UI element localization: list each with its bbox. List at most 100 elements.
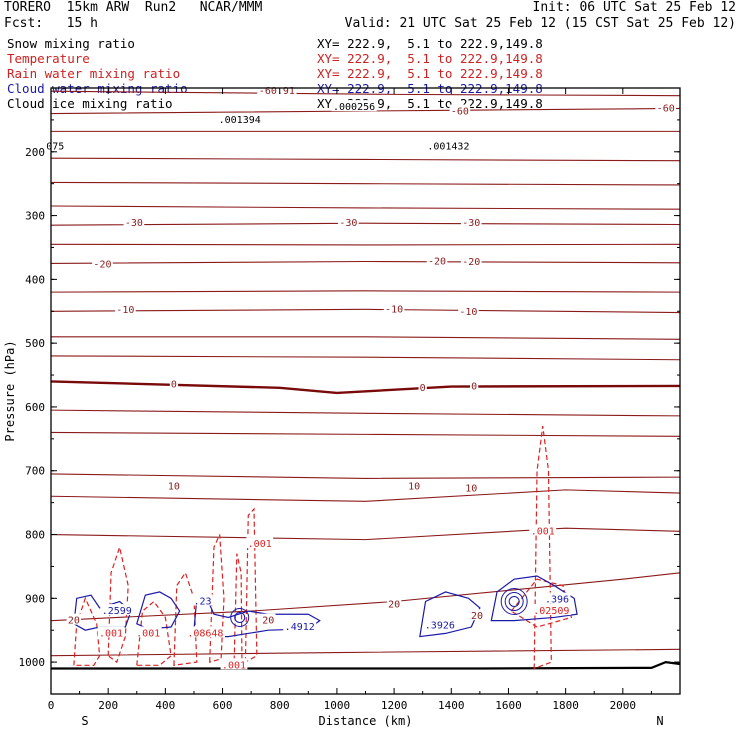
valid-time: Valid: 21 UTC Sat 25 Feb 12 (15 CST Sat … — [344, 16, 736, 31]
contour-label-bg — [115, 302, 136, 314]
temperature-isotherm — [50, 473, 681, 479]
contour-label-bg — [220, 658, 248, 670]
contour-label-bg — [134, 626, 162, 638]
header-line-1: TORERO 15km ARW Run2 NCAR/MMM — [4, 1, 262, 15]
contour-label-bg — [166, 479, 182, 491]
contour-label-bg — [418, 380, 427, 392]
contour-label: 0 — [471, 382, 477, 393]
contour-label: -10 — [116, 305, 134, 316]
endpoint-south-label: S — [81, 714, 88, 728]
contour-label-bg — [423, 618, 457, 630]
temperature-isotherm — [50, 409, 681, 417]
contour-label-bg — [458, 304, 479, 316]
y-tick-label: 300 — [25, 210, 45, 223]
model-run: Run2 — [144, 0, 177, 15]
contour-label-bg — [464, 481, 479, 493]
contour-label: .23 — [194, 597, 212, 608]
contour-label-bg — [97, 626, 125, 638]
contour-label-bg — [383, 302, 405, 314]
y-tick-label: 200 — [25, 146, 45, 159]
y-tick-label: 1000 — [19, 656, 46, 669]
temperature-isotherm — [50, 157, 681, 162]
cloud-water-contour — [419, 591, 481, 638]
contour-label: 10 — [168, 482, 180, 493]
legend-field-name: Rain water mixing ratio — [7, 66, 181, 81]
contour-label: .001 — [222, 660, 246, 671]
cloud-water-core — [234, 611, 246, 623]
contour-label: 20 — [388, 600, 400, 611]
contour-label-bg — [283, 620, 317, 632]
contour-label: -20 — [428, 257, 446, 268]
contour-label-bg — [100, 604, 134, 616]
contour-label-bg — [655, 101, 677, 113]
contour-label: .001 — [531, 526, 555, 537]
contour-label-bg — [261, 613, 276, 625]
contour-label: -60 — [657, 103, 675, 114]
cloud-water-core — [508, 596, 520, 608]
contour-label: .001432 — [427, 142, 469, 153]
x-axis-title: Distance (km) — [319, 714, 413, 728]
contour-label-bg — [406, 479, 422, 491]
legend-xy-range: XY= 222.9, 5.1 to 222.9,149.8 — [317, 51, 543, 66]
contour-label: .001 — [136, 628, 160, 639]
rain-water-contour — [107, 545, 129, 664]
x-tick-label: 1000 — [324, 699, 351, 712]
contour-label: .3926 — [425, 621, 455, 632]
cloud-water-contour — [136, 591, 181, 630]
contour-label-bg — [449, 104, 471, 116]
contour-label-bg — [123, 216, 145, 228]
temperature-isotherm — [50, 181, 681, 186]
contour-label: .396 — [545, 595, 569, 606]
rain-water-contour — [173, 571, 198, 666]
contour-label: .08648 — [187, 628, 223, 639]
temperature-isotherm — [50, 355, 681, 361]
forecast-value: 15 h — [66, 16, 98, 31]
contour-label: -60 — [451, 107, 469, 118]
legend-field-name: Cloud ice mixing ratio — [7, 96, 173, 111]
contour-label: -30 — [125, 218, 143, 229]
contour-label-bg — [531, 604, 571, 616]
temperature-isotherm — [51, 336, 681, 340]
contour-label-bg — [460, 255, 482, 267]
contour-label: .001394 — [219, 115, 261, 126]
cloud-water-core — [230, 607, 250, 627]
init-time: Init: 06 UTC Sat 25 Feb 12 — [532, 0, 737, 15]
contour-label-bg — [469, 609, 485, 621]
y-tick-label: 700 — [25, 465, 45, 478]
model-center: NCAR/MMM — [199, 0, 263, 15]
temperature-isotherm — [50, 222, 681, 226]
contour-label: 20 — [471, 611, 483, 622]
rain-water-contour — [233, 553, 243, 670]
contour-label: .001 — [248, 539, 272, 550]
rain-water-contour — [533, 426, 552, 670]
contour-label: 10 — [465, 484, 477, 495]
contour-label: 10 — [408, 482, 420, 493]
contour-label-bg — [426, 254, 448, 266]
contour-label-bg — [217, 112, 263, 124]
contour-label: -30 — [462, 218, 480, 229]
temperature-isotherm — [50, 308, 681, 314]
contour-label: -20 — [462, 257, 480, 268]
contour-label: -20 — [93, 260, 111, 271]
temperature-isotherm — [50, 90, 681, 97]
cloud-water-core — [500, 588, 528, 616]
temperature-isotherm — [50, 260, 681, 264]
contour-label-bg — [470, 379, 479, 391]
contour-label: 0 — [171, 380, 177, 391]
contour-label-bg — [246, 537, 274, 549]
cloud-water-core — [504, 592, 524, 612]
legend-field-name: Snow mixing ratio — [7, 36, 135, 51]
temperature-isotherm — [50, 431, 681, 437]
forecast-label: Fcst: — [4, 16, 44, 31]
contour-label-bg — [460, 216, 482, 228]
temperature-isotherm — [50, 243, 681, 246]
contour-label-bg — [529, 524, 557, 536]
y-axis-title: Pressure (hPa) — [3, 340, 17, 441]
contour-label-bg — [331, 100, 377, 112]
contour-label-bg — [185, 626, 225, 638]
x-tick-label: 1600 — [495, 699, 522, 712]
x-tick-label: 600 — [213, 699, 233, 712]
contour-label: .4912 — [285, 622, 315, 633]
x-tick-label: 800 — [270, 699, 290, 712]
